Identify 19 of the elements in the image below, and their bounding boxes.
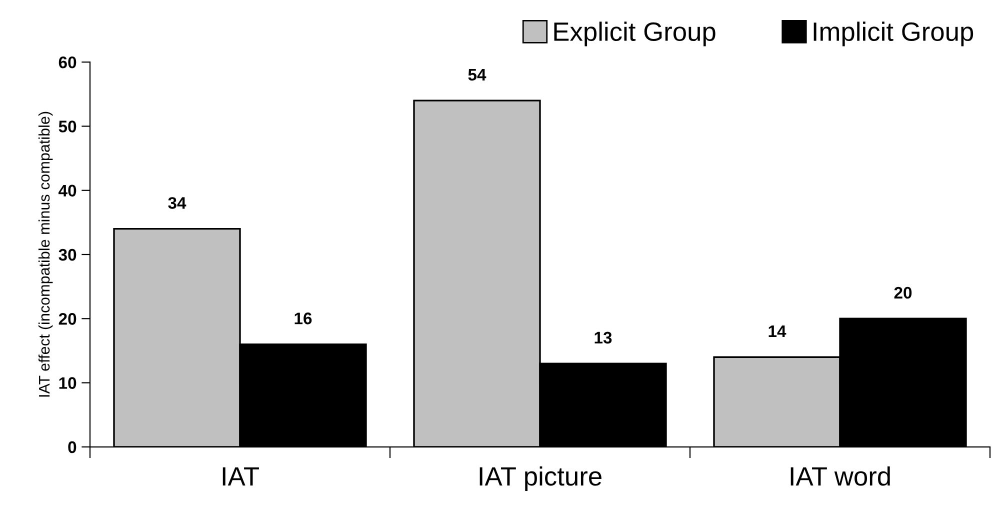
y-axis-title: IAT effect (incompatible minus compatible) [38,112,53,397]
data-label: 20 [894,286,912,299]
data-label: 16 [294,312,312,324]
x-tick-label: IAT word [790,466,890,486]
y-tick-label: 60 [58,56,76,68]
y-tick-label: 50 [58,120,76,132]
y-tick-label: 40 [58,184,76,197]
x-tick-label: IAT [222,467,259,486]
legend-label: Implicit Group [814,22,974,46]
y-tick-label: 0 [68,441,76,454]
data-label: 34 [168,197,186,209]
legend-label: Explicit Group [554,22,716,46]
data-label: 54 [468,68,486,81]
data-label: 14 [768,326,786,337]
y-tick-label: 10 [59,377,76,389]
x-tick-label: IAT picture [480,466,602,491]
y-tick-label: 20 [58,313,76,325]
y-tick-label: 30 [58,248,76,261]
data-label: 13 [594,332,612,344]
